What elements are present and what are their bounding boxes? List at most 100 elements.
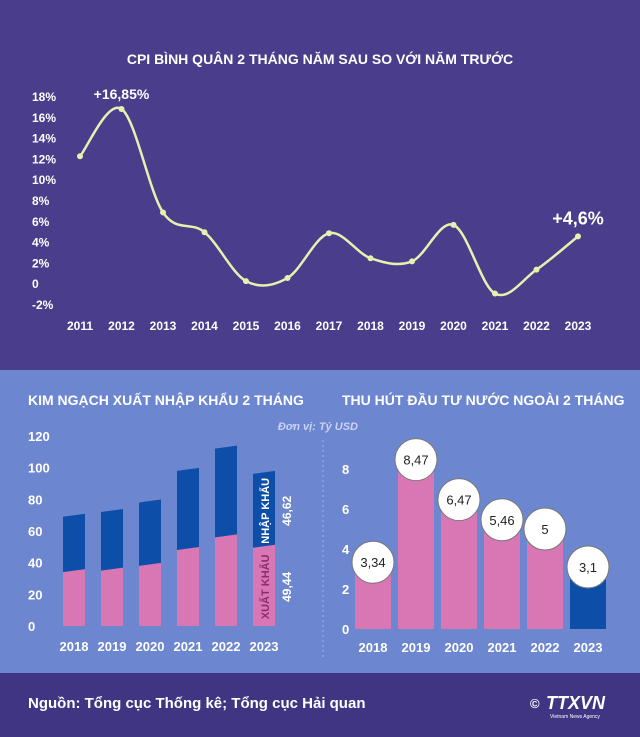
cpi-title: CPI BÌNH QUÂN 2 THÁNG NĂM SAU SO VỚI NĂM… (127, 50, 513, 67)
fdi-bar (441, 499, 477, 629)
cpi-xtick-label: 2011 (67, 319, 93, 333)
footer: Nguồn: Tổng cục Thống kê; Tổng cục Hải q… (0, 673, 640, 737)
cpi-ytick-label: 12% (32, 152, 56, 166)
cpi-ytick-label: 0 (32, 277, 39, 291)
fdi-ytick-label: 0 (342, 622, 349, 637)
cpi-xtick-label: 2016 (274, 319, 301, 333)
cpi-data-point (77, 153, 83, 160)
fdi-value-bubble (566, 545, 610, 589)
fdi-xtick-label: 2023 (574, 640, 603, 655)
cpi-data-point (575, 233, 581, 240)
cpi-data-point (367, 255, 374, 262)
cpi-xtick-label: 2017 (316, 319, 343, 333)
trade-ytick-label: 0 (28, 619, 35, 634)
import-bar (101, 509, 123, 571)
trade-xtick-label: 2020 (136, 639, 165, 654)
trade-xtick-label: 2018 (60, 639, 89, 654)
export-bar (253, 544, 275, 626)
trade-ytick-label: 100 (28, 461, 50, 476)
fdi-value-label: 3,34 (360, 555, 385, 570)
trade-title: KIM NGẠCH XUẤT NHẬP KHẨU 2 THÁNG (28, 391, 304, 408)
cpi-ytick-label: 6% (32, 215, 50, 229)
cpi-data-point (284, 274, 291, 281)
fdi-ytick-label: 2 (342, 582, 349, 597)
cpi-xtick-label: 2015 (233, 319, 260, 333)
export-bar (215, 534, 237, 626)
fdi-ytick-label: 8 (342, 462, 349, 477)
fdi-value-bubble (437, 478, 481, 522)
cpi-xtick-label: 2020 (440, 319, 467, 333)
export-value-label: 49,44 (280, 572, 294, 602)
fdi-value-label: 6,47 (446, 493, 471, 508)
trade-ytick-label: 80 (28, 492, 42, 507)
cpi-data-point (409, 258, 415, 265)
trade-xtick-label: 2019 (98, 639, 127, 654)
fdi-value-bubble (351, 540, 395, 584)
trade-xtick-label: 2023 (250, 639, 279, 654)
cpi-xtick-label: 2022 (523, 319, 550, 333)
cpi-xtick-label: 2018 (357, 319, 384, 333)
fdi-ytick-label: 6 (342, 502, 349, 517)
cpi-ytick-label: -2% (32, 298, 54, 312)
cpi-line-chart: CPI BÌNH QUÂN 2 THÁNG NĂM SAU SO VỚI NĂM… (32, 50, 604, 333)
logo-copyright-icon: © (530, 696, 540, 711)
fdi-xtick-label: 2020 (445, 640, 474, 655)
trade-unit-note: Đơn vị: Tỷ USD (278, 421, 358, 433)
fdi-xtick-label: 2022 (531, 640, 560, 655)
cpi-xtick-label: 2013 (150, 319, 177, 333)
export-bar (101, 567, 123, 626)
trade-ytick-label: 120 (28, 429, 50, 444)
trade-ytick-label: 60 (28, 524, 42, 539)
fdi-xtick-label: 2018 (359, 640, 388, 655)
import-bar (253, 470, 275, 548)
cpi-ytick-label: 2% (32, 256, 50, 270)
cpi-ytick-label: 8% (32, 194, 50, 208)
trade-ytick-label: 40 (28, 556, 42, 571)
export-bar (139, 562, 161, 626)
fdi-xtick-label: 2021 (488, 640, 517, 655)
cpi-annotation-2023: +4,6% (552, 208, 604, 228)
cpi-data-point (243, 278, 249, 285)
fdi-value-bubble (523, 507, 567, 551)
cpi-xtick-label: 2012 (108, 319, 135, 333)
cpi-data-point (118, 105, 125, 112)
import-value-label: 46,62 (280, 495, 294, 525)
cpi-ytick-label: 18% (32, 90, 56, 104)
fdi-value-label: 5 (541, 522, 548, 537)
fdi-bar (398, 459, 434, 629)
fdi-xtick-label: 2019 (402, 640, 431, 655)
cpi-panel: CPI BÌNH QUÂN 2 THÁNG NĂM SAU SO VỚI NĂM… (32, 50, 604, 333)
cpi-annotation-2012: +16,85% (94, 86, 150, 102)
source-text: Nguồn: Tổng cục Thống kê; Tổng cục Hải q… (28, 695, 366, 712)
cpi-xtick-label: 2014 (191, 319, 218, 333)
trade-ytick-label: 20 (28, 587, 42, 602)
fdi-value-label: 5,46 (489, 513, 514, 528)
cpi-xtick-label: 2023 (565, 319, 592, 333)
cpi-xtick-label: 2019 (399, 319, 426, 333)
import-bar (63, 513, 85, 573)
import-bar (139, 499, 161, 566)
trade-xtick-label: 2021 (174, 639, 203, 654)
ttxvn-logo: © TTXVN Vietnam News Agency (530, 693, 606, 720)
import-bar (177, 467, 199, 550)
cpi-data-point (160, 209, 166, 216)
import-series-label: NHẬP KHẨU (259, 478, 272, 544)
fdi-value-label: 8,47 (403, 453, 428, 468)
fdi-value-label: 3,1 (579, 560, 597, 575)
cpi-data-point (326, 230, 332, 237)
export-bar (177, 547, 199, 626)
cpi-series-line (78, 106, 579, 297)
fdi-value-bubble (480, 498, 524, 542)
cpi-data-point (533, 266, 540, 273)
logo-text: TTXVN (546, 693, 606, 713)
cpi-data-point (492, 290, 498, 297)
cpi-xtick-label: 2021 (482, 319, 509, 333)
cpi-ytick-label: 4% (32, 236, 50, 250)
logo-subtitle: Vietnam News Agency (550, 714, 600, 720)
export-bar (63, 569, 85, 626)
trade-bar-chart: KIM NGẠCH XUẤT NHẬP KHẨU 2 THÁNG Đơn vị: … (28, 391, 625, 660)
cpi-ytick-label: 16% (32, 111, 56, 125)
cpi-data-point (201, 229, 208, 236)
trade-xtick-label: 2022 (212, 639, 241, 654)
cpi-ytick-label: 10% (32, 173, 56, 187)
